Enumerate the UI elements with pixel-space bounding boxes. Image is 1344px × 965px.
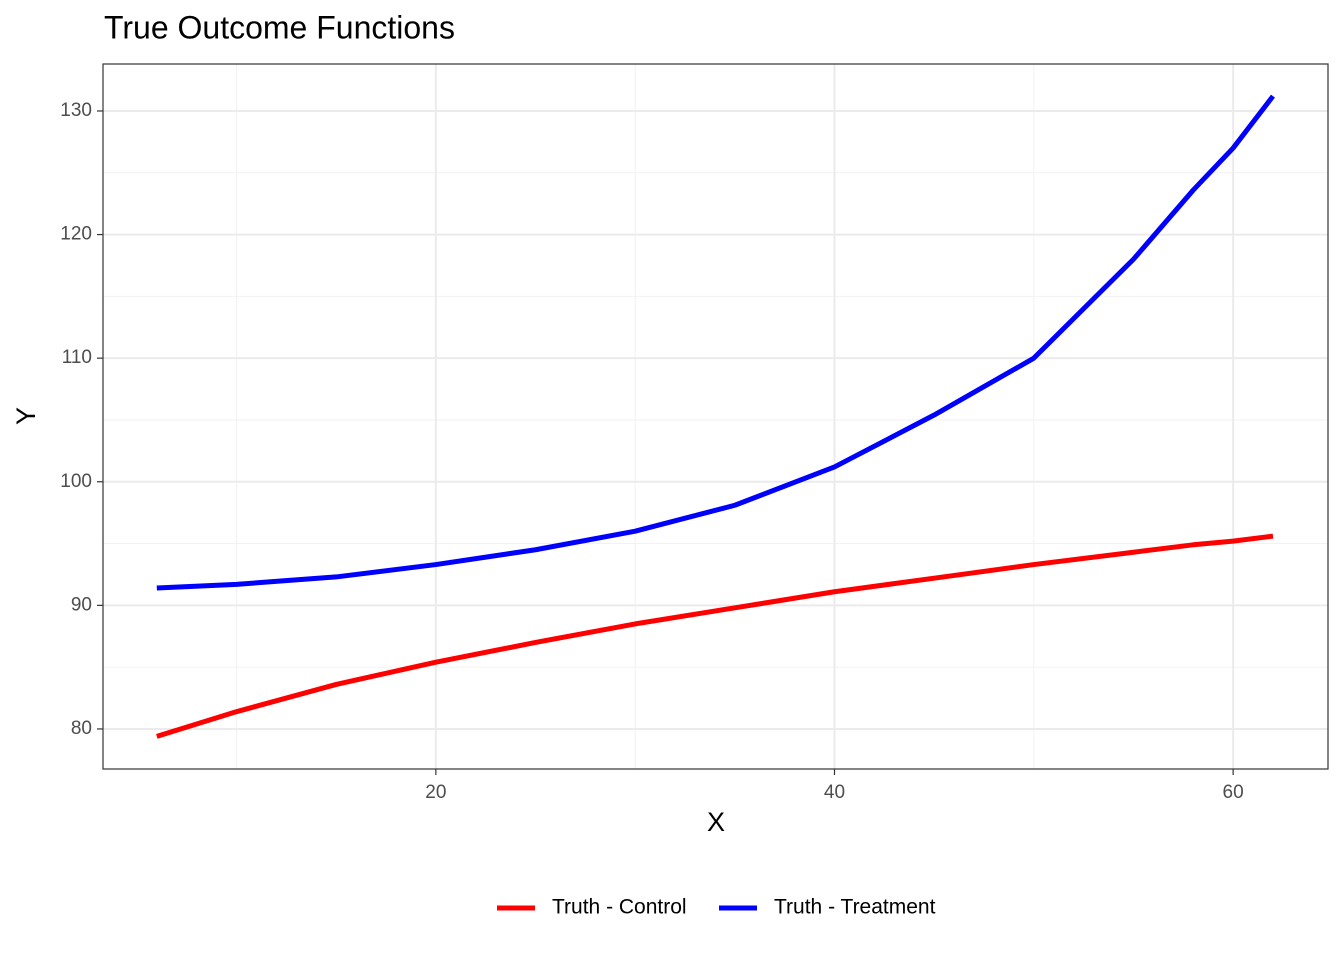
y-axis-title: Y	[11, 407, 41, 425]
y-tick-label: 80	[71, 718, 92, 739]
y-tick-label: 120	[60, 224, 92, 245]
x-axis-title: X	[707, 807, 725, 837]
y-tick-label: 110	[62, 347, 92, 368]
legend-label: Truth - Treatment	[774, 896, 936, 919]
y-tick-label: 130	[60, 100, 92, 121]
x-tick-label: 40	[824, 782, 845, 803]
x-tick-label: 20	[425, 782, 446, 803]
legend-label: Truth - Control	[552, 896, 687, 919]
y-tick-label: 90	[71, 594, 92, 615]
plot-border	[102, 63, 1329, 770]
series-line	[156, 94, 1275, 591]
series-line	[156, 533, 1274, 739]
y-tick-label: 100	[60, 471, 92, 492]
x-tick-label: 60	[1223, 782, 1244, 803]
chart-title: True Outcome Functions	[104, 9, 455, 45]
